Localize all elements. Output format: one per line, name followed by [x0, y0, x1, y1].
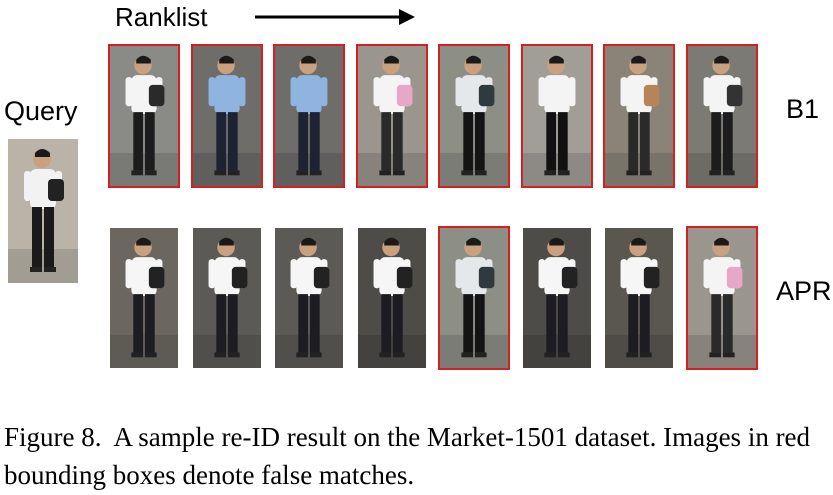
ranklist-image-row2-rank4 — [356, 226, 428, 370]
ranklist-image-row2-rank2 — [191, 226, 263, 370]
ranklist-arrow-icon — [255, 9, 415, 25]
ranklist-image-row1-rank3 — [273, 44, 345, 188]
ranklist-image-row2-rank7 — [603, 226, 675, 370]
ranklist-image-row2-rank3 — [273, 226, 345, 370]
query-label: Query — [4, 96, 78, 126]
query-image — [8, 139, 78, 283]
ranklist-image-row2-rank6 — [521, 226, 593, 370]
caption-prefix: Figure 8. — [4, 422, 102, 452]
row-label-b1: B1 — [786, 94, 820, 124]
ranklist-image-row2-rank5 — [438, 226, 510, 370]
ranklist-image-row2-rank1 — [108, 226, 180, 370]
ranklist-image-row1-rank1 — [108, 44, 180, 188]
caption-text: A sample re-ID result on the Market-1501… — [4, 422, 811, 490]
ranklist-label: Ranklist — [115, 2, 208, 32]
ranklist-image-row1-rank7 — [603, 44, 675, 188]
ranklist-image-row1-rank6 — [520, 44, 593, 188]
row-label-apr: APR — [776, 276, 832, 306]
figure-caption: Figure 8. A sample re-ID result on the M… — [4, 418, 830, 494]
ranklist-image-row1-rank4 — [355, 44, 428, 188]
ranklist-image-row1-rank5 — [438, 44, 510, 188]
ranklist-image-row2-rank8 — [685, 226, 758, 370]
ranklist-image-row1-rank2 — [190, 44, 263, 188]
ranklist-image-row1-rank8 — [685, 44, 758, 188]
